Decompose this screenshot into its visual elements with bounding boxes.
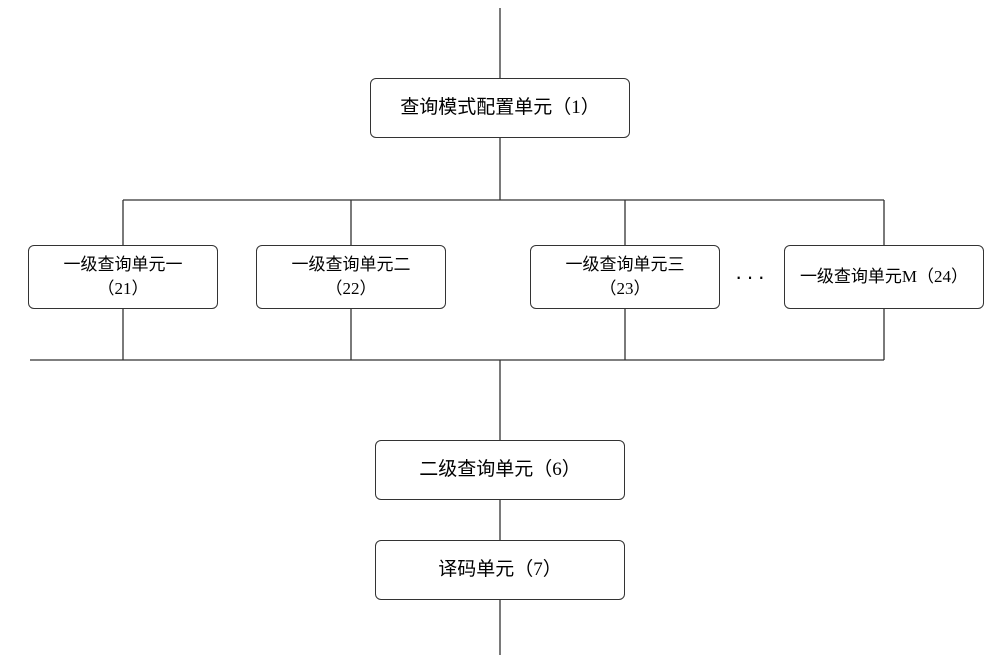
node-decode-label: 译码单元（7） <box>438 557 562 584</box>
node-config: 查询模式配置单元（1） <box>370 78 630 138</box>
node-l1-2-label: 一级查询单元二 （22） <box>292 253 411 301</box>
node-l1-1-label: 一级查询单元一 （21） <box>64 253 183 301</box>
node-l2: 二级查询单元（6） <box>375 440 625 500</box>
node-l1-3: 一级查询单元三 （23） <box>530 245 720 309</box>
node-decode: 译码单元（7） <box>375 540 625 600</box>
node-l2-label: 二级查询单元（6） <box>419 457 581 484</box>
ellipsis: ··· <box>735 264 769 290</box>
node-l1-2: 一级查询单元二 （22） <box>256 245 446 309</box>
node-l1-m: 一级查询单元M（24） <box>784 245 984 309</box>
diagram-canvas: 查询模式配置单元（1） 一级查询单元一 （21） 一级查询单元二 （22） 一级… <box>0 0 1000 662</box>
node-l1-3-label: 一级查询单元三 （23） <box>566 253 685 301</box>
node-l1-m-label: 一级查询单元M（24） <box>800 265 968 289</box>
node-config-label: 查询模式配置单元（1） <box>400 95 600 122</box>
node-l1-1: 一级查询单元一 （21） <box>28 245 218 309</box>
